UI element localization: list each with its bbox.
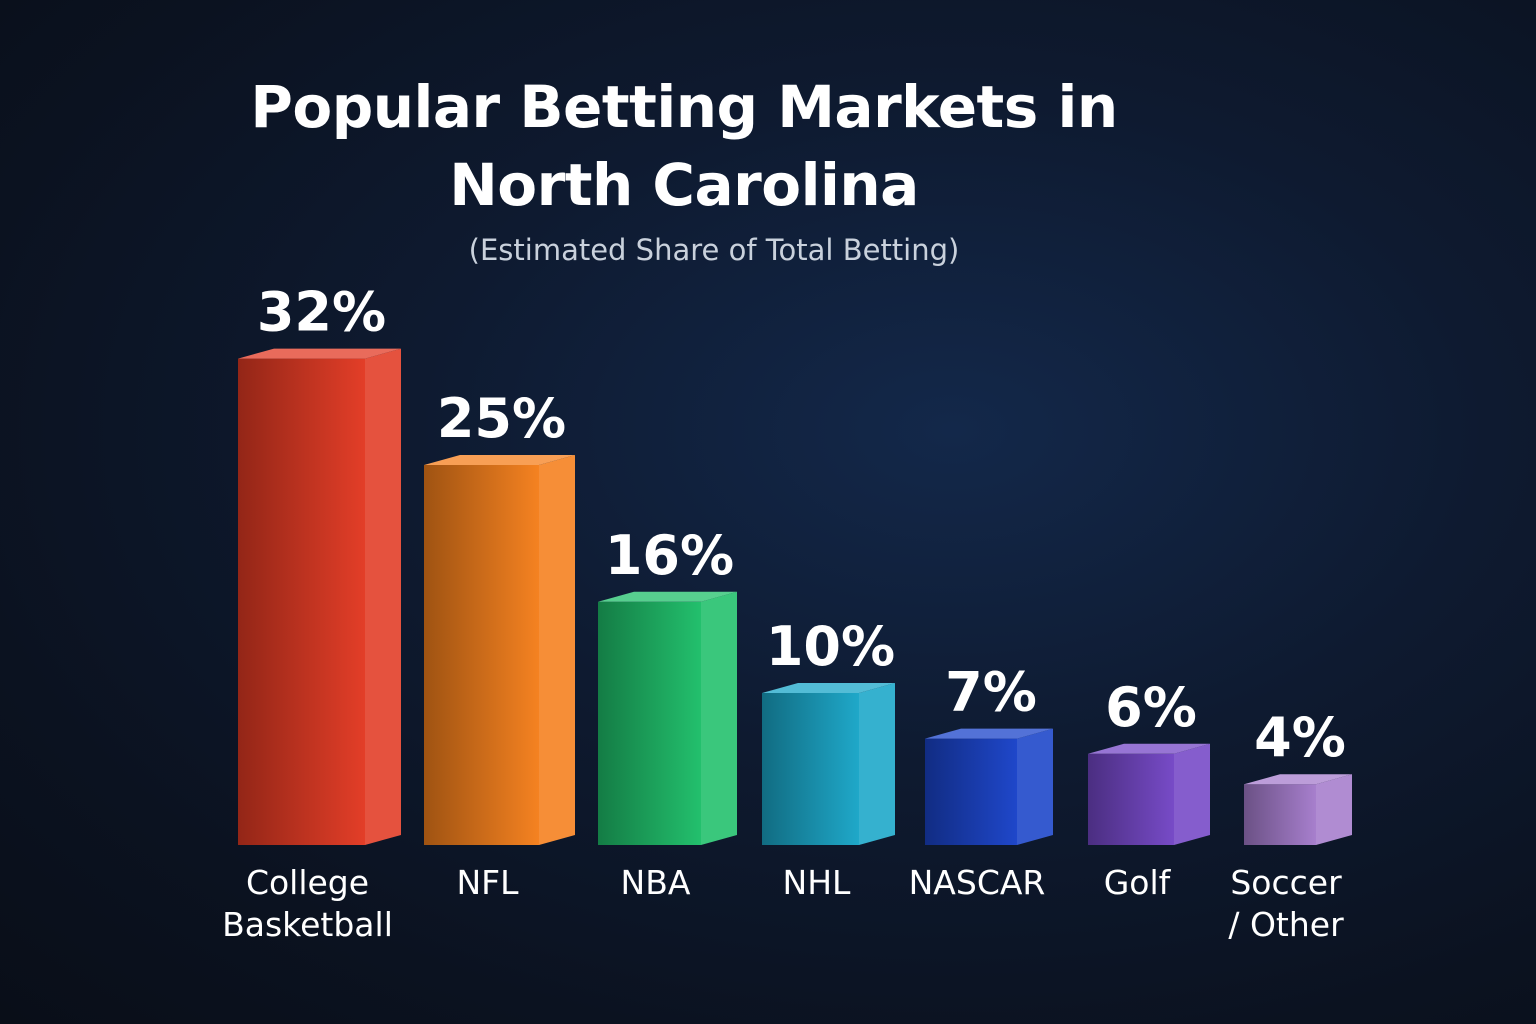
category-label-college-basketball-line-2: Basketball [222, 905, 393, 944]
value-label-nba: 16% [605, 524, 734, 587]
bar-side-nhl [859, 683, 895, 845]
value-label-college-basketball: 32% [257, 281, 386, 344]
bar-top-college-basketball [238, 348, 401, 359]
bar-side-nascar [1017, 728, 1053, 845]
category-label-soccer-other-line-1: Soccer [1230, 863, 1342, 902]
bar-side-soccer-other [1316, 774, 1352, 845]
bar-nba [598, 591, 737, 845]
bar-college-basketball [238, 348, 401, 845]
bar-front-college-basketball [238, 358, 365, 845]
bar-nascar [925, 728, 1053, 845]
bar-front-nfl [424, 465, 539, 845]
bar-side-nba [701, 591, 737, 845]
chart-subtitle: (Estimated Share of Total Betting) [468, 233, 960, 267]
value-label-soccer-other: 4% [1254, 706, 1346, 769]
bar-front-nascar [925, 738, 1017, 845]
bar-side-college-basketball [365, 348, 401, 845]
category-label-soccer-other-line-2: / Other [1228, 905, 1344, 944]
bar-nhl [762, 683, 895, 845]
category-label-college-basketball-line-1: College [246, 863, 369, 902]
bar-top-nba [598, 591, 737, 602]
bar-nfl [424, 455, 575, 845]
bar-side-nfl [539, 455, 575, 845]
category-label-nhl: NHL [783, 863, 852, 902]
bar-front-nhl [762, 693, 859, 845]
bar-front-golf [1088, 753, 1174, 845]
category-label-golf: Golf [1104, 863, 1172, 902]
bar-front-nba [598, 601, 701, 845]
value-label-nfl: 25% [437, 387, 566, 450]
category-label-nfl: NFL [456, 863, 519, 902]
bar-top-soccer-other [1244, 774, 1352, 785]
bar-soccer-other [1244, 774, 1352, 845]
bar-top-nfl [424, 455, 575, 465]
category-label-nascar: NASCAR [909, 863, 1046, 902]
value-label-nhl: 10% [766, 615, 895, 678]
bar-front-soccer-other [1244, 784, 1316, 845]
bar-side-golf [1174, 743, 1210, 845]
bar-golf [1088, 743, 1210, 845]
value-label-nascar: 7% [945, 661, 1037, 724]
chart-title-line-2: North Carolina [449, 151, 919, 219]
chart-title-line-1: Popular Betting Markets in [250, 73, 1118, 141]
category-label-nba: NBA [621, 863, 691, 902]
bar-top-nhl [762, 683, 895, 693]
bar-top-nascar [925, 728, 1053, 739]
value-label-golf: 6% [1105, 676, 1197, 739]
bar-top-golf [1088, 743, 1210, 754]
